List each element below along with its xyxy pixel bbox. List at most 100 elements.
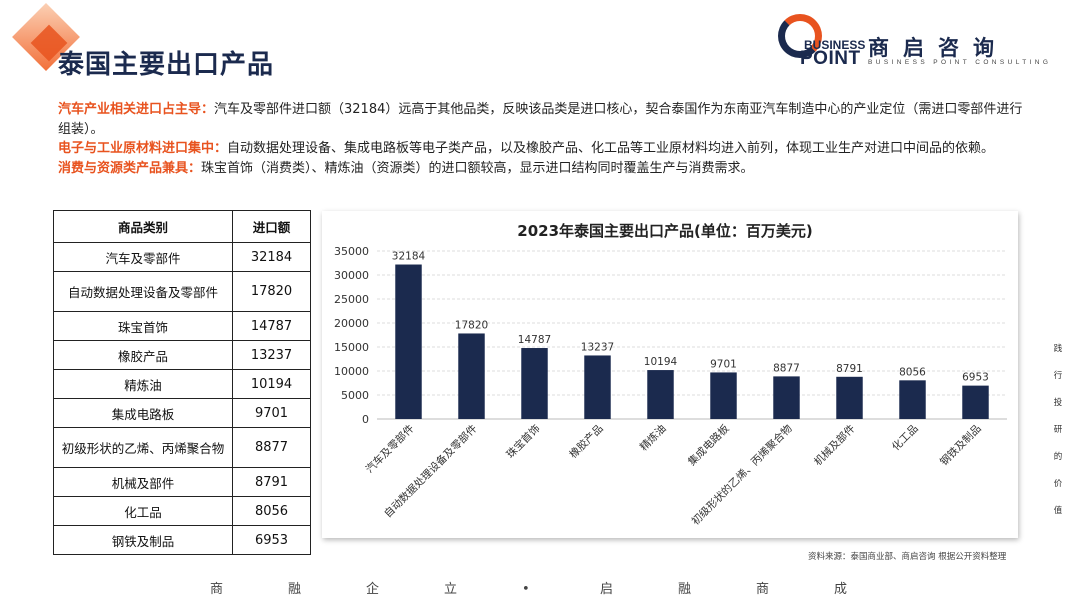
chart-bar bbox=[899, 380, 926, 419]
logo-text-point: POINT bbox=[800, 48, 861, 69]
bar-data-label: 8791 bbox=[836, 363, 863, 375]
motto-char: 企 bbox=[366, 582, 380, 597]
table-cell-category: 钢铁及制品 bbox=[53, 525, 233, 555]
company-logo: BUSINESS POINT 商启咨询 BUSINESS POINT CONSU… bbox=[776, 14, 1066, 74]
table-row: 珠宝首饰 14787 bbox=[53, 311, 311, 341]
table-cell-category: 精炼油 bbox=[53, 369, 233, 399]
table-cell-amount: 17820 bbox=[232, 271, 311, 312]
y-tick-label: 0 bbox=[362, 413, 369, 426]
logo-subtitle: BUSINESS POINT CONSULTING bbox=[868, 59, 1052, 66]
table-cell-amount: 14787 bbox=[232, 311, 311, 341]
side-slogan-char: 价 bbox=[1053, 479, 1063, 489]
y-tick-label: 5000 bbox=[341, 389, 369, 402]
table-row: 机械及部件 8791 bbox=[53, 467, 311, 497]
y-tick-label: 15000 bbox=[334, 341, 369, 354]
motto-char: 成 bbox=[834, 582, 848, 597]
table-row: 精炼油 10194 bbox=[53, 369, 311, 399]
table-cell-category: 汽车及零部件 bbox=[53, 242, 233, 272]
bar-data-label: 14787 bbox=[518, 334, 551, 346]
chart-bar bbox=[458, 333, 485, 419]
x-tick-label: 珠宝首饰 bbox=[504, 422, 543, 461]
bar-data-label: 17820 bbox=[455, 319, 488, 331]
footer-motto: 商 融 企 立 • 启 融 商 成 bbox=[210, 578, 912, 597]
summary-paragraph: 电子与工业原材料进口集中：自动数据处理设备、集成电路板等电子类产品，以及橡胶产品… bbox=[58, 139, 1028, 159]
x-tick-label: 机械及部件 bbox=[811, 422, 857, 468]
table-cell-category: 化工品 bbox=[53, 496, 233, 526]
table-cell-amount: 8056 bbox=[232, 496, 311, 526]
summary-heading: 电子与工业原材料进口集中： bbox=[58, 141, 228, 156]
chart-bar bbox=[962, 385, 989, 419]
motto-char: 商 bbox=[210, 582, 224, 597]
source-note: 资料来源：泰国商业部、商启咨询 根据公开资料整理 bbox=[808, 552, 1007, 562]
table-row: 自动数据处理设备及零部件 17820 bbox=[53, 271, 311, 312]
table-cell-category: 自动数据处理设备及零部件 bbox=[53, 271, 233, 312]
summary-body: 汽车及零部件进口额（32184）远高于其他品类，反映该品类是进口核心，契合泰国作… bbox=[58, 102, 1023, 137]
x-tick-label: 集成电路板 bbox=[685, 422, 732, 469]
logo-chinese-name: 商启咨询 bbox=[868, 36, 1008, 60]
side-slogan-char: 值 bbox=[1053, 506, 1063, 516]
summary-body: 珠宝首饰（消费类）、精炼油（资源类）的进口额较高，显示进口结构同时覆盖生产与消费… bbox=[201, 160, 754, 176]
table-header-row: 商品类别 进口额 bbox=[53, 210, 311, 243]
bar-chart: 2023年泰国主要出口产品(单位：百万美元) 0 5000 10000 15000 20… bbox=[334, 222, 1007, 528]
logo-ring-icon bbox=[778, 14, 822, 58]
table-cell-amount: 6953 bbox=[232, 525, 311, 555]
y-tick-label: 30000 bbox=[334, 269, 369, 282]
table-row: 化工品 8056 bbox=[53, 496, 311, 526]
side-slogan-char: 的 bbox=[1053, 452, 1063, 462]
table-row: 集成电路板 9701 bbox=[53, 398, 311, 428]
bar-data-label: 6953 bbox=[962, 372, 989, 384]
table-row: 初级形状的乙烯、丙烯聚合物 8877 bbox=[53, 427, 311, 468]
chart-bar bbox=[647, 370, 674, 419]
summary-body: 自动数据处理设备、集成电路板等电子类产品，以及橡胶产品、化工品等工业原材料均进入… bbox=[227, 141, 995, 156]
motto-char: 启 bbox=[600, 582, 614, 597]
chart-bar bbox=[395, 264, 422, 419]
side-slogan-char: 行 bbox=[1053, 371, 1063, 381]
chart-plot-area: 0 5000 10000 15000 20000 25000 30000 35000 32184… bbox=[334, 245, 1007, 528]
logo-text-business: BUSINESS bbox=[804, 38, 866, 52]
table-cell-amount: 8877 bbox=[232, 427, 311, 468]
x-tick-label: 初级形状的乙烯、丙烯聚合物 bbox=[689, 422, 795, 528]
summary-text: 汽车产业相关进口占主导：汽车及零部件进口额（32184）远高于其他品类，反映该品… bbox=[58, 100, 1028, 178]
table-cell-category: 机械及部件 bbox=[53, 467, 233, 497]
y-tick-label: 20000 bbox=[334, 317, 369, 330]
table-header-amount: 进口额 bbox=[232, 210, 311, 243]
bar-data-label: 32184 bbox=[392, 251, 426, 263]
table-row: 钢铁及制品 6953 bbox=[53, 525, 311, 555]
chart-bar bbox=[836, 376, 863, 419]
table-cell-category: 集成电路板 bbox=[53, 398, 233, 428]
motto-char: 商 bbox=[756, 582, 770, 597]
side-slogan-char: 投 bbox=[1053, 398, 1063, 408]
summary-paragraph: 消费与资源类产品兼具：珠宝首饰（消费类）、精炼油（资源类）的进口额较高，显示进口… bbox=[58, 159, 1028, 179]
chart-bar bbox=[584, 355, 611, 419]
x-tick-label: 钢铁及制品 bbox=[937, 422, 983, 468]
y-tick-label: 10000 bbox=[334, 365, 369, 378]
x-tick-label: 化工品 bbox=[889, 422, 920, 453]
table-cell-amount: 9701 bbox=[232, 398, 311, 428]
table-header-category: 商品类别 bbox=[53, 210, 233, 243]
side-slogan: 践行投研的价值 bbox=[1052, 336, 1064, 525]
motto-char: 立 bbox=[444, 582, 458, 597]
chart-card: 2023年泰国主要出口产品(单位：百万美元) 0 5000 10000 15000 20… bbox=[322, 211, 1018, 538]
chart-title: 2023年泰国主要出口产品(单位：百万美元) bbox=[517, 222, 812, 240]
table-cell-category: 橡胶产品 bbox=[53, 340, 233, 370]
chart-bar bbox=[773, 376, 800, 419]
motto-char: • bbox=[522, 582, 530, 597]
x-tick-label: 汽车及零部件 bbox=[363, 422, 417, 476]
chart-bar bbox=[710, 372, 737, 419]
x-tick-label: 精炼油 bbox=[637, 422, 668, 453]
table-cell-category: 初级形状的乙烯、丙烯聚合物 bbox=[53, 427, 233, 468]
import-table: 商品类别 进口额 汽车及零部件 32184 自动数据处理设备及零部件 17820 珠… bbox=[53, 210, 311, 555]
table-cell-amount: 10194 bbox=[232, 369, 311, 399]
bar-data-label: 8877 bbox=[773, 362, 800, 374]
summary-heading: 汽车产业相关进口占主导： bbox=[58, 102, 215, 117]
bar-data-label: 13237 bbox=[581, 341, 614, 353]
x-tick-label: 橡胶产品 bbox=[567, 422, 606, 461]
chart-bar bbox=[521, 348, 548, 419]
table-cell-category: 珠宝首饰 bbox=[53, 311, 233, 341]
summary-heading: 消费与资源类产品兼具： bbox=[58, 160, 202, 176]
y-tick-label: 25000 bbox=[334, 293, 369, 306]
table-cell-amount: 13237 bbox=[232, 340, 311, 370]
side-slogan-char: 研 bbox=[1053, 425, 1063, 435]
summary-paragraph: 汽车产业相关进口占主导：汽车及零部件进口额（32184）远高于其他品类，反映该品… bbox=[58, 100, 1028, 139]
table-cell-amount: 8791 bbox=[232, 467, 311, 497]
